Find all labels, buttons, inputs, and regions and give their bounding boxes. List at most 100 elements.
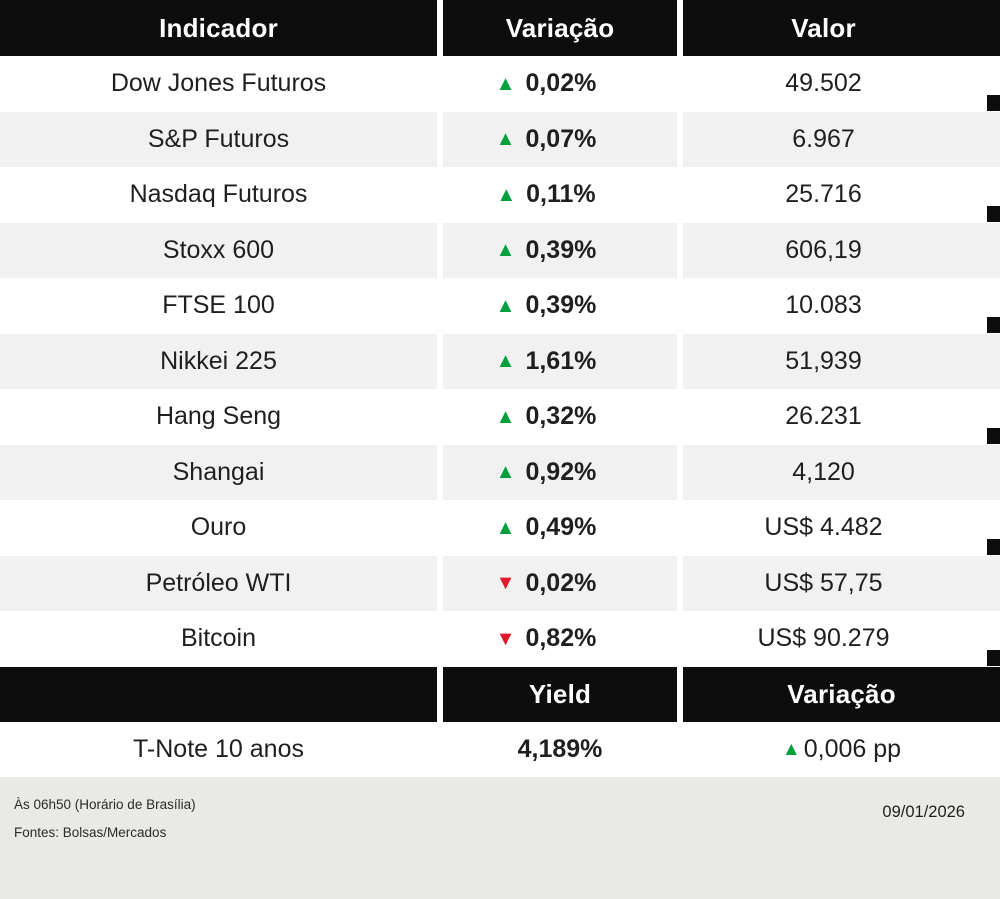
value-cell: US$ 57,75 <box>683 555 1000 611</box>
table-row: Nasdaq Futuros ▲ 0,11% 25.716 <box>0 167 1000 223</box>
footer-time-note: Às 06h50 (Horário de Brasília) <box>14 797 196 812</box>
up-triangle-icon: ▲ <box>495 239 516 262</box>
footer-date: 09/01/2026 <box>882 803 965 821</box>
table-row: Shangai ▲ 0,92% 4,120 <box>0 444 1000 500</box>
column-divider <box>437 333 443 389</box>
up-triangle-icon: ▲ <box>781 739 801 760</box>
table-row: S&P Futuros ▲ 0,07% 6.967 <box>0 111 1000 167</box>
variation-value: 0,82% <box>525 624 597 653</box>
indicator-cell: Ouro <box>0 500 437 556</box>
variation-cell: ▲ 0,39% <box>443 222 677 278</box>
up-triangle-icon: ▲ <box>495 516 516 539</box>
up-triangle-icon: ▲ <box>495 350 516 373</box>
column-divider <box>677 722 683 777</box>
bond-variation-value: 0,006 pp <box>803 735 902 763</box>
table-row: Hang Seng ▲ 0,32% 26.231 <box>0 389 1000 445</box>
down-triangle-icon: ▼ <box>495 572 516 595</box>
variation-value: 0,07% <box>525 124 597 153</box>
variation-cell: ▲ 0,07% <box>443 111 677 167</box>
table-row: Bitcoin ▼ 0,82% US$ 90.279 <box>0 611 1000 667</box>
value-cell: 10.083 <box>683 278 1000 334</box>
value-cell: 606,19 <box>683 222 1000 278</box>
column-divider <box>677 56 683 112</box>
value-cell: 49.502 <box>683 56 1000 112</box>
column-divider <box>677 222 683 278</box>
edge-artifact <box>987 95 1000 111</box>
up-triangle-icon: ▲ <box>495 294 516 317</box>
value-cell: 4,120 <box>683 444 1000 500</box>
column-divider <box>677 389 683 445</box>
variation-value: 0,32% <box>525 402 597 431</box>
column-divider <box>677 666 683 722</box>
column-divider <box>437 222 443 278</box>
header-yield: Yield <box>443 666 677 722</box>
variation-value: 0,49% <box>525 513 597 542</box>
column-divider <box>677 611 683 667</box>
variation-value: 0,02% <box>525 568 597 597</box>
column-divider <box>677 333 683 389</box>
column-divider <box>677 444 683 500</box>
table-row: FTSE 100 ▲ 0,39% 10.083 <box>0 278 1000 334</box>
up-triangle-icon: ▲ <box>496 183 517 206</box>
indicator-cell: FTSE 100 <box>0 278 437 334</box>
indicator-cell: Nasdaq Futuros <box>0 167 437 223</box>
down-triangle-icon: ▼ <box>495 627 516 650</box>
bond-header: Yield Variação <box>0 666 1000 722</box>
table-row: Petróleo WTI ▼ 0,02% US$ 57,75 <box>0 555 1000 611</box>
column-divider <box>677 167 683 223</box>
variation-cell: ▲ 0,92% <box>443 444 677 500</box>
indicator-cell: S&P Futuros <box>0 111 437 167</box>
column-divider <box>437 278 443 334</box>
column-divider <box>437 666 443 722</box>
column-divider <box>437 611 443 667</box>
column-divider <box>677 500 683 556</box>
bond-variation-cell: ▲ 0,006 pp <box>683 722 1000 777</box>
column-divider <box>437 444 443 500</box>
indicator-cell: T-Note 10 anos <box>0 722 437 777</box>
bond-row: T-Note 10 anos 4,189% ▲ 0,006 pp <box>0 722 1000 777</box>
column-divider <box>677 0 683 56</box>
table-row: Nikkei 225 ▲ 1,61% 51,939 <box>0 333 1000 389</box>
variation-cell: ▲ 0,02% <box>443 56 677 112</box>
variation-cell: ▲ 0,11% <box>443 167 677 223</box>
up-triangle-icon: ▲ <box>495 128 516 151</box>
column-divider <box>437 500 443 556</box>
value-cell: 51,939 <box>683 333 1000 389</box>
indicator-cell: Shangai <box>0 444 437 500</box>
variation-value: 0,39% <box>525 235 597 264</box>
column-divider <box>437 56 443 112</box>
value-cell: US$ 90.279 <box>683 611 1000 667</box>
table-header: Indicador Variação Valor <box>0 0 1000 56</box>
variation-cell: ▲ 0,39% <box>443 278 677 334</box>
indicator-cell: Stoxx 600 <box>0 222 437 278</box>
variation-value: 0,11% <box>526 180 596 209</box>
up-triangle-icon: ▲ <box>495 405 516 428</box>
bond-header-spacer <box>0 666 437 722</box>
column-divider <box>437 389 443 445</box>
column-divider <box>437 722 443 777</box>
indicator-cell: Petróleo WTI <box>0 555 437 611</box>
edge-artifact <box>987 539 1000 555</box>
column-divider <box>437 167 443 223</box>
header-indicador: Indicador <box>0 0 437 56</box>
column-divider <box>677 111 683 167</box>
header-variacao: Variação <box>443 0 677 56</box>
header-bond-variacao: Variação <box>683 666 1000 722</box>
value-cell: US$ 4.482 <box>683 500 1000 556</box>
variation-cell: ▼ 0,02% <box>443 555 677 611</box>
edge-artifact <box>987 650 1000 666</box>
indicator-cell: Dow Jones Futuros <box>0 56 437 112</box>
variation-cell: ▲ 0,32% <box>443 389 677 445</box>
variation-value: 0,39% <box>525 291 597 320</box>
value-cell: 6.967 <box>683 111 1000 167</box>
indicator-cell: Nikkei 225 <box>0 333 437 389</box>
edge-artifact <box>987 317 1000 333</box>
variation-cell: ▼ 0,82% <box>443 611 677 667</box>
column-divider <box>437 0 443 56</box>
variation-cell: ▲ 0,49% <box>443 500 677 556</box>
variation-value: 1,61% <box>525 346 597 375</box>
column-divider <box>677 555 683 611</box>
column-divider <box>437 555 443 611</box>
indicator-cell: Hang Seng <box>0 389 437 445</box>
